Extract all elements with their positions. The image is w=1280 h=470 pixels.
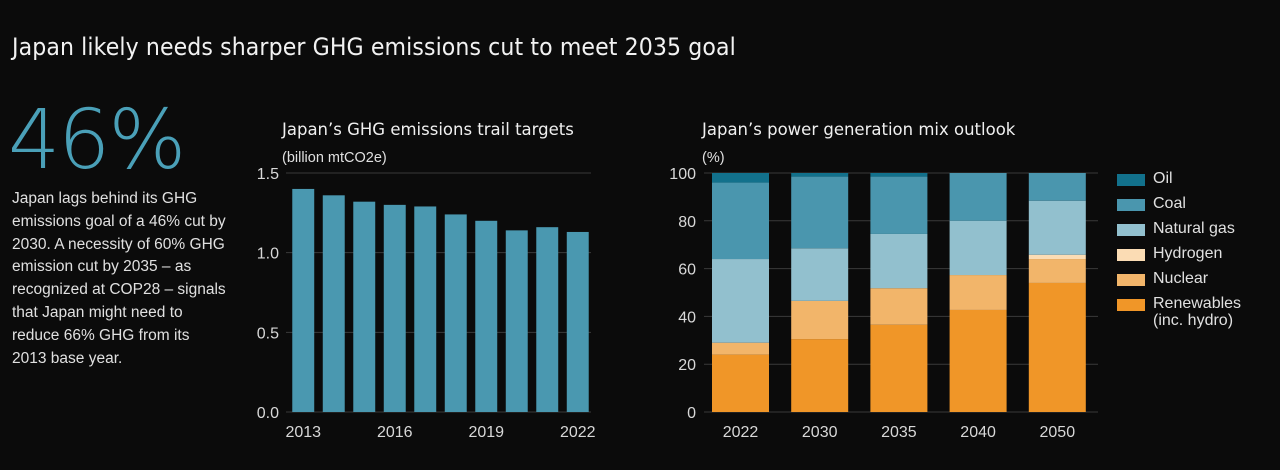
- segment-renewables-2022: [712, 354, 769, 412]
- segment-renewables-2035: [870, 324, 928, 412]
- x-tick-label: 2035: [881, 424, 917, 441]
- bar-2016: [383, 204, 406, 412]
- y-tick-label: 1.5: [257, 166, 279, 183]
- legend-item-renewables: Renewables (inc. hydro): [1117, 295, 1241, 331]
- legend-item-natural-gas: Natural gas: [1117, 220, 1241, 245]
- power-mix-chart-title: Japan’s power generation mix outlook: [702, 120, 1016, 139]
- emissions-chart-unit: (billion mtCO2e): [282, 150, 387, 166]
- power-mix-chart-unit: (%): [702, 150, 725, 166]
- legend-label: Natural gas: [1153, 220, 1235, 237]
- bar-2013: [292, 188, 315, 412]
- legend-item-hydrogen: Hydrogen: [1117, 245, 1241, 270]
- legend-label: Hydrogen: [1153, 245, 1223, 262]
- segment-coal-2040: [949, 173, 1007, 221]
- bar-2017: [414, 206, 437, 412]
- legend-sublabel: (inc. hydro): [1153, 312, 1234, 329]
- legend-label: Oil: [1153, 170, 1173, 187]
- y-tick-label: 0.5: [257, 325, 279, 342]
- segment-renewables-2040: [949, 309, 1007, 412]
- segment-hydrogen-2050: [1028, 254, 1086, 260]
- emissions-chart-title: Japan’s GHG emissions trail targets: [282, 120, 574, 139]
- legend-item-oil: Oil: [1117, 170, 1241, 195]
- segment-oil-2030: [791, 173, 849, 177]
- y-tick-label: 100: [669, 166, 696, 183]
- y-tick-label: 60: [678, 262, 696, 279]
- legend-label: Nuclear: [1153, 270, 1209, 287]
- legend-swatch-nuclear: [1117, 274, 1145, 286]
- x-tick-label: 2040: [960, 424, 996, 441]
- segment-natural-2050: [1028, 200, 1086, 255]
- legend-swatch-coal: [1117, 199, 1145, 211]
- x-tick-label: 2022: [560, 424, 596, 441]
- segment-coal-2030: [791, 176, 849, 249]
- bar-2019: [475, 220, 498, 412]
- bar-2018: [444, 214, 467, 412]
- segment-renewables-2030: [791, 339, 849, 412]
- legend-label: Coal: [1153, 195, 1186, 212]
- legend-swatch-hydrogen: [1117, 249, 1145, 261]
- segment-natural-2035: [870, 233, 928, 289]
- y-tick-label: 0: [687, 405, 696, 422]
- x-tick-label: 2019: [468, 424, 504, 441]
- page-title: Japan likely needs sharper GHG emissions…: [12, 33, 736, 61]
- segment-natural-2040: [949, 220, 1007, 276]
- bar-2020: [505, 230, 528, 412]
- stat-description: Japan lags behind its GHG emissions goal…: [12, 190, 226, 367]
- legend-item-coal: Coal: [1117, 195, 1241, 220]
- bar-2015: [353, 201, 376, 412]
- x-tick-label: 2016: [377, 424, 413, 441]
- segment-nuclear-2040: [949, 275, 1007, 310]
- x-tick-label: 2050: [1040, 424, 1076, 441]
- legend-item-nuclear: Nuclear: [1117, 270, 1241, 295]
- headline-stat: 46%: [8, 93, 186, 188]
- y-tick-label: 0.0: [257, 405, 279, 422]
- x-tick-label: 2022: [723, 424, 759, 441]
- segment-coal-2022: [712, 182, 769, 260]
- segment-coal-2050: [1028, 173, 1086, 201]
- segment-nuclear-2050: [1028, 259, 1086, 283]
- x-tick-label: 2030: [802, 424, 838, 441]
- segment-natural-2022: [712, 259, 769, 343]
- bar-2014: [322, 195, 345, 412]
- y-tick-label: 1.0: [257, 246, 279, 263]
- segment-nuclear-2022: [712, 342, 769, 355]
- segment-coal-2035: [870, 176, 928, 234]
- legend-swatch-oil: [1117, 174, 1145, 186]
- bar-2021: [536, 227, 559, 412]
- legend-label: Renewables: [1153, 295, 1242, 312]
- y-tick-label: 40: [678, 309, 696, 326]
- segment-oil-2022: [712, 173, 769, 183]
- y-tick-label: 20: [678, 357, 696, 374]
- segment-oil-2035: [870, 173, 928, 177]
- segment-nuclear-2030: [791, 300, 849, 340]
- segment-renewables-2050: [1028, 282, 1086, 412]
- legend-label-group: Renewables (inc. hydro): [1153, 295, 1241, 329]
- legend-swatch-natural-gas: [1117, 224, 1145, 236]
- y-tick-label: 80: [678, 214, 696, 231]
- segment-nuclear-2035: [870, 288, 928, 325]
- x-tick-label: 2013: [285, 424, 321, 441]
- power-mix-legend: Oil Coal Natural gas Hydrogen Nuclear Re…: [1117, 170, 1241, 331]
- segment-natural-2030: [791, 248, 849, 301]
- legend-swatch-renewables: [1117, 299, 1145, 311]
- bar-2022: [566, 231, 589, 412]
